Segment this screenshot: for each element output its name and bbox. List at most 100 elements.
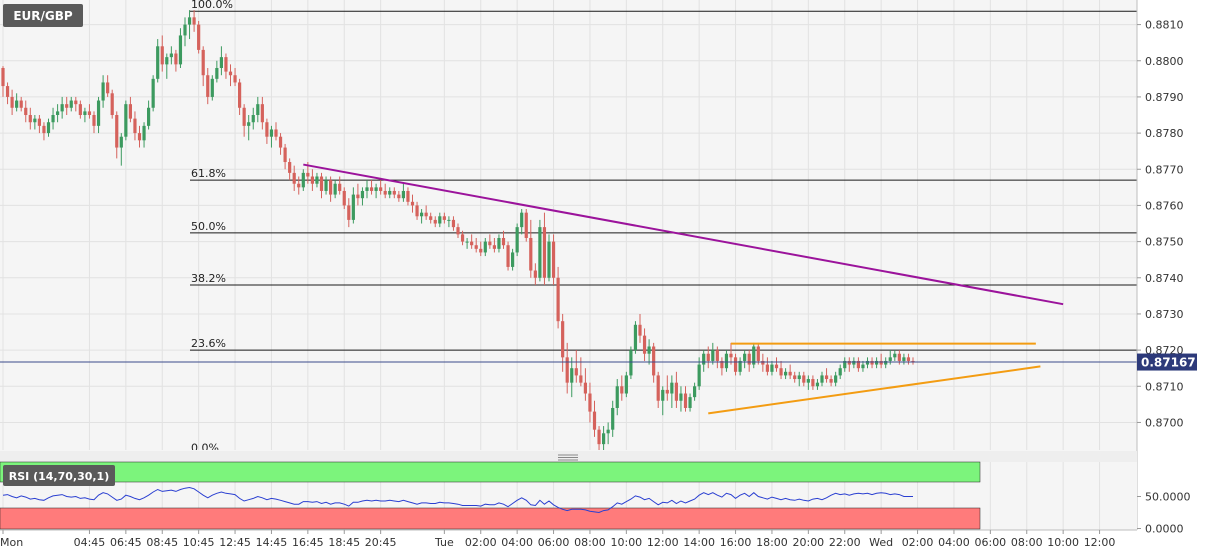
time-tick-label: 14:00	[683, 536, 715, 549]
candle-body	[579, 375, 583, 383]
candle-body	[679, 393, 683, 401]
candle-body	[174, 53, 178, 65]
candlestick	[670, 375, 674, 408]
candlestick	[101, 75, 105, 108]
candle-body	[265, 122, 269, 137]
candle-body	[438, 216, 442, 224]
candlestick	[28, 107, 32, 130]
candle-body	[442, 216, 446, 220]
symbol-badge[interactable]: EUR/GBP	[3, 4, 83, 27]
candlestick	[715, 346, 719, 369]
candlestick	[583, 368, 587, 401]
candlestick	[515, 223, 519, 257]
candlestick	[788, 364, 792, 380]
candlestick	[110, 89, 114, 119]
candle-body	[78, 104, 82, 116]
candlestick	[497, 234, 501, 253]
time-tick-label: 10:00	[1047, 536, 1079, 549]
candlestick	[729, 342, 733, 365]
candlestick	[192, 10, 196, 32]
candle-body	[356, 194, 360, 199]
candlestick	[292, 165, 296, 191]
candlestick	[283, 143, 287, 170]
candle-body	[583, 382, 587, 394]
price-tick-label: 0.8730	[1145, 308, 1184, 321]
candle-body	[474, 245, 478, 249]
candlestick	[615, 379, 619, 416]
candlestick	[124, 100, 128, 141]
candle-body	[410, 201, 415, 206]
candlestick	[383, 183, 387, 199]
candlestick	[738, 357, 742, 376]
candle-body	[592, 411, 597, 430]
candle-body	[788, 371, 792, 376]
candle-body	[856, 360, 860, 369]
candlestick	[665, 375, 669, 401]
pane-resize-handle[interactable]	[558, 454, 578, 461]
candlestick	[360, 187, 365, 206]
candle-body	[215, 67, 219, 79]
candlestick	[119, 133, 123, 166]
candlestick	[424, 205, 428, 220]
candlestick	[347, 198, 351, 228]
candlestick	[911, 357, 915, 365]
candle-body	[106, 82, 110, 94]
pane-divider[interactable]	[0, 451, 1137, 462]
candle-body	[729, 353, 733, 358]
candle-body	[852, 360, 856, 365]
rsi-badge[interactable]: RSI (14,70,30,1)	[3, 465, 115, 486]
candle-body	[470, 241, 474, 246]
candle-body	[210, 78, 214, 97]
candlestick	[847, 357, 851, 372]
candle-body	[278, 136, 283, 148]
candlestick	[529, 219, 533, 278]
candlestick	[756, 342, 760, 365]
time-tick-label: 04:00	[938, 536, 970, 549]
candlestick	[856, 357, 860, 372]
candlestick	[520, 209, 524, 235]
candlestick	[647, 339, 651, 365]
candle-body	[793, 375, 797, 380]
candlestick	[838, 364, 842, 380]
time-tick-label: 06:00	[538, 536, 570, 549]
candlestick	[260, 96, 264, 130]
candle-body	[42, 125, 46, 134]
candle-body	[829, 379, 833, 383]
time-tick-label: 06:45	[110, 536, 142, 549]
candle-body	[228, 71, 233, 76]
candle-body	[10, 96, 14, 108]
symbol-label: EUR/GBP	[13, 9, 73, 23]
candlestick	[342, 187, 346, 210]
fib-level-label: 23.6%	[191, 337, 226, 350]
candle-body	[779, 368, 783, 376]
candle-body	[183, 24, 187, 36]
candle-body	[688, 397, 692, 408]
candle-body	[834, 375, 838, 383]
candlestick	[115, 111, 119, 159]
candle-body	[570, 368, 574, 383]
time-tick-label: 02:00	[902, 536, 934, 549]
candlestick	[356, 183, 360, 206]
price-tick-label: 0.8780	[1145, 127, 1184, 140]
candlestick	[410, 194, 415, 213]
candlestick	[365, 180, 369, 199]
candlestick	[128, 96, 132, 123]
candle-body	[611, 407, 615, 430]
candle-body	[670, 382, 674, 394]
candle-body	[151, 78, 155, 108]
candlestick	[538, 219, 542, 282]
trendline[interactable]	[708, 365, 1041, 415]
candlestick	[401, 183, 405, 202]
candle-body	[911, 360, 915, 363]
rsi-tick-label: 50.0000	[1145, 491, 1191, 504]
candlestick	[702, 350, 706, 372]
trendline[interactable]	[303, 163, 1064, 306]
candlestick	[397, 190, 401, 202]
candle-body	[875, 360, 879, 365]
candlestick	[674, 371, 678, 408]
candle-body	[597, 429, 601, 445]
time-tick-label: 04:45	[74, 536, 106, 549]
candle-body	[574, 368, 578, 376]
candle-body	[379, 187, 383, 191]
candle-body	[888, 357, 892, 361]
